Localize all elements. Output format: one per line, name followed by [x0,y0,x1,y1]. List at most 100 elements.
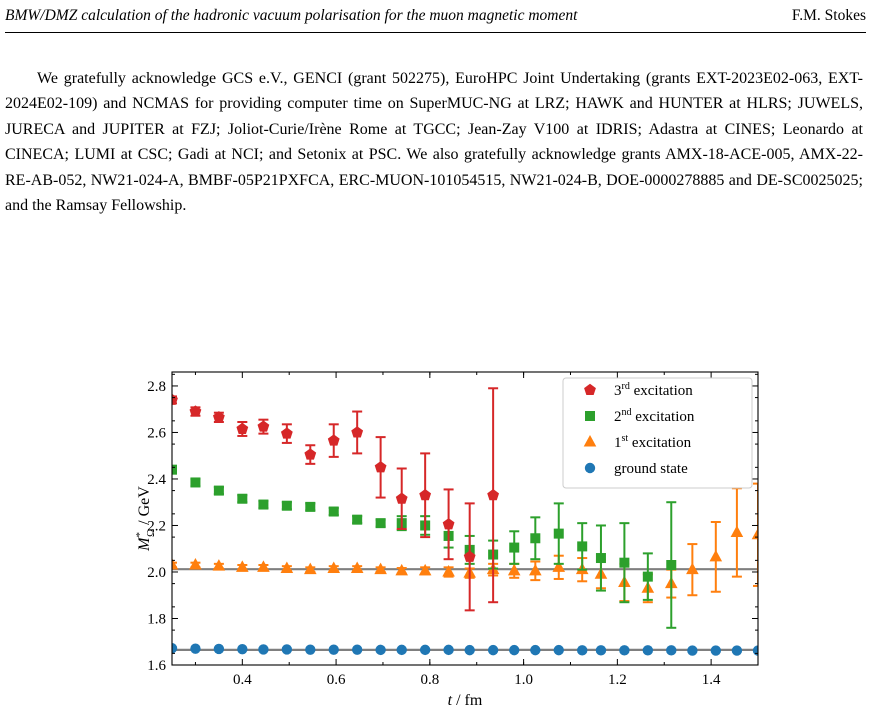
data-point [418,563,432,576]
header-title: BMW/DMZ calculation of the hadronic vacu… [5,7,578,24]
data-point [281,644,293,655]
data-point [751,527,758,540]
legend-label: 1st excitation [614,433,692,451]
x-tick-label: 0.4 [233,672,252,688]
legend-marker [583,435,597,447]
axis-ticks [172,372,759,666]
data-point [709,549,723,562]
data-point [395,492,408,504]
data-point [172,393,178,405]
data-point [395,563,409,576]
data-point [487,489,500,501]
data-point [419,644,431,656]
y-tick-label: 2.0 [147,565,166,581]
data-point [577,645,588,656]
data-point [595,645,607,656]
data-point [213,643,225,655]
data-point [172,464,177,475]
data-point [258,644,269,655]
data-point [172,643,178,654]
legend-label: ground state [614,461,688,477]
data-point [442,564,455,577]
plot-area [172,387,758,656]
series-2nd-excitation [172,464,677,629]
legend-marker [585,411,595,421]
data-point [529,563,542,576]
data-point [280,427,293,439]
x-tick-label: 1.0 [514,672,533,688]
data-point [351,426,364,438]
series-ground-state [172,643,758,656]
data-point [189,405,202,417]
x-tick-label: 0.8 [420,672,439,688]
data-point [327,561,341,573]
data-point [213,485,224,496]
data-point [509,644,520,656]
data-point [731,645,743,656]
plot-frame [171,371,759,666]
data-point [442,518,455,530]
data-point [305,644,316,655]
data-point [487,644,499,656]
data-point [642,571,653,582]
data-point [419,489,432,501]
data-point [463,550,476,562]
x-tick-label: 1.4 [702,672,721,688]
data-point [553,644,564,656]
data-point [352,514,363,525]
data-point [304,448,317,460]
data-point [375,644,386,656]
data-point [507,563,521,576]
data-point [595,553,606,564]
data-point [237,643,248,655]
legend-label: 3rd excitation [614,381,693,399]
data-point [443,644,454,656]
data-point [509,542,520,553]
y-tick-label: 2.2 [147,518,166,534]
data-point [236,422,249,434]
data-point [375,518,386,529]
data-point [374,461,387,473]
x-tick-label: 1.2 [608,672,627,688]
data-point [328,644,339,655]
legend-label: 2nd excitation [614,407,695,425]
data-point [686,562,699,575]
running-header: BMW/DMZ calculation of the hadronic vacu… [5,2,866,33]
data-point [666,645,677,656]
data-point [236,560,249,572]
data-point [281,500,292,511]
data-point [464,644,475,656]
y-tick-label: 2.8 [147,379,166,395]
data-point [553,528,564,539]
data-point [687,645,698,656]
data-point [530,644,541,656]
data-point [212,559,226,571]
data-point [351,644,363,655]
data-point [552,560,566,572]
data-point [710,645,722,656]
y-tick-label: 1.8 [147,611,166,627]
y-tick-label: 2.4 [147,472,166,488]
data-point [374,562,387,575]
legend-box [562,377,753,489]
y-tick-label: 1.6 [147,658,166,674]
data-point [172,558,179,570]
data-point [212,411,225,423]
data-point [350,561,364,573]
data-point [305,501,316,512]
legend: 3rd excitation 2nd excitation 1st excitati… [562,377,753,489]
header-author: F.M. Stokes [791,7,866,24]
data-point [666,560,677,571]
y-axis-label: M*Ω / GeV [134,486,157,552]
data-point [619,645,630,656]
data-point [642,645,654,656]
data-point [257,420,270,432]
data-point [257,560,270,572]
x-axis-label: t / fm [448,692,483,709]
data-point [189,558,202,570]
data-point [530,533,541,544]
data-point [396,644,407,656]
data-point [258,499,269,510]
data-point [619,557,630,568]
